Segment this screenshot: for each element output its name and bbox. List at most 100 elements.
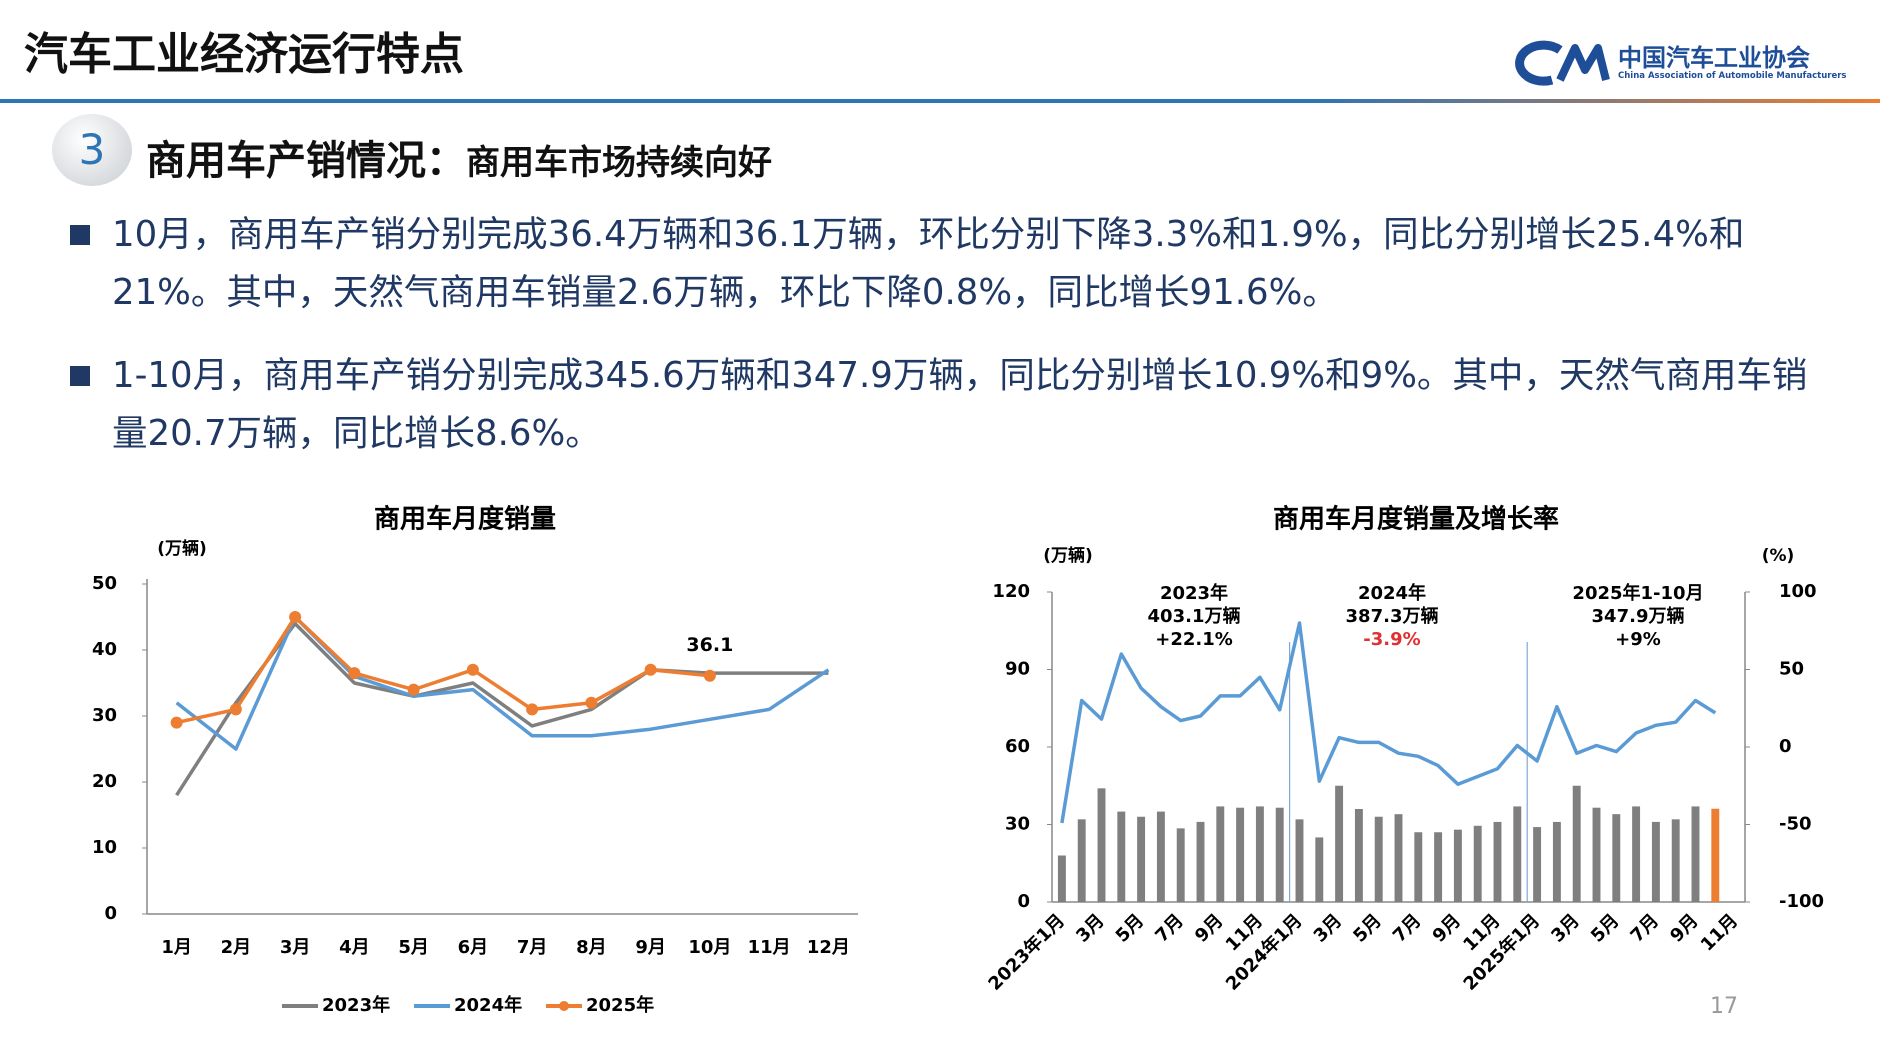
y-tick-label: 0: [104, 903, 117, 924]
bar: [1592, 807, 1601, 902]
bar: [1473, 825, 1482, 902]
y-tick-label: 20: [92, 771, 117, 792]
x-tick-label: 5月: [398, 937, 429, 958]
x-tick-label: 10月: [688, 937, 731, 958]
bar: [1295, 819, 1304, 902]
bar: [1612, 814, 1621, 902]
section-title: 商用车产销情况：商用车市场持续向好: [146, 128, 772, 186]
series-line: [175, 615, 830, 751]
y-tick-label: 30: [92, 705, 117, 726]
bar: [1493, 821, 1502, 902]
section-title-text: 商用车产销情况：: [146, 138, 466, 184]
point: [348, 667, 361, 680]
x-tick-label: 11月: [748, 937, 791, 958]
section-subtitle: 商用车市场持续向好: [466, 143, 772, 183]
annotation-title: 2024年: [1358, 582, 1426, 604]
bar: [1434, 832, 1443, 902]
x-tick-label: 7月: [1389, 910, 1425, 946]
point: [229, 703, 242, 716]
bar: [1374, 816, 1383, 902]
x-tick-label: 7月: [517, 937, 548, 958]
y-tick-label: 120: [992, 581, 1030, 602]
y-tick-label: 30: [1005, 814, 1030, 835]
y2-tick-label: -50: [1779, 814, 1812, 835]
page-title: 汽车工业经济运行特点: [24, 29, 464, 80]
y-axis-label: (万辆): [157, 538, 207, 559]
bar: [1513, 806, 1522, 902]
point: [703, 669, 716, 682]
bar: [1572, 785, 1581, 902]
x-tick-label: 3月: [280, 937, 311, 958]
legend-marker: [559, 1001, 569, 1011]
x-tick-label: 8月: [576, 937, 607, 958]
bar: [1117, 811, 1126, 902]
point: [526, 703, 539, 716]
x-tick-label: 6月: [458, 937, 489, 958]
point: [585, 696, 598, 709]
page-number: 17: [1710, 994, 1738, 1019]
x-tick-label: 5月: [1112, 910, 1148, 946]
bar: [1691, 806, 1700, 902]
x-tick-label: 7月: [1151, 910, 1187, 946]
header-rule: [0, 99, 1880, 103]
x-tick-label: 9月: [635, 937, 666, 958]
y-tick-label: 60: [1005, 736, 1030, 757]
bar: [1632, 806, 1641, 902]
y-tick-label: 0: [1017, 891, 1030, 912]
logo-m: [1556, 44, 1610, 82]
x-tick-label: 7月: [1627, 910, 1663, 946]
x-tick-label: 2023年1月: [984, 910, 1069, 995]
x-tick-label: 4月: [339, 937, 370, 958]
logo-c: [1515, 40, 1563, 86]
bar: [1216, 806, 1225, 902]
annotation-total: 387.3万辆: [1346, 605, 1439, 627]
y-tick-label: 90: [1005, 659, 1030, 680]
annotation-total: 403.1万辆: [1148, 605, 1241, 627]
annotation-growth: +9%: [1615, 629, 1661, 650]
bullet: 10月，商用车产销分别完成36.4万辆和36.1万辆，环比分别下降3.3%和1.…: [70, 206, 1820, 322]
bar: [1315, 837, 1324, 902]
bullet: 1-10月，商用车产销分别完成345.6万辆和347.9万辆，同比分别增长10.…: [70, 347, 1820, 463]
bar: [1176, 828, 1185, 902]
growth-line: [1060, 621, 1717, 824]
x-tick-label: 5月: [1349, 910, 1385, 946]
bar: [1137, 816, 1146, 902]
legend-label: 2024年: [454, 994, 522, 1016]
bar: [1414, 832, 1423, 902]
bar: [1156, 811, 1165, 902]
x-tick-label: 3月: [1072, 910, 1108, 946]
legend-label: 2025年: [586, 994, 654, 1016]
bar: [1354, 809, 1363, 902]
x-tick-label: 11月: [1697, 910, 1742, 955]
bar: [1097, 788, 1106, 902]
x-tick-label: 3月: [1310, 910, 1346, 946]
annotation-title: 2025年1-10月: [1572, 582, 1703, 604]
y-tick-label: 10: [92, 837, 117, 858]
point: [289, 611, 302, 623]
y-axis-label: (万辆): [1043, 545, 1093, 566]
annotation-total: 347.9万辆: [1592, 605, 1685, 627]
bar: [1552, 821, 1561, 902]
chart-title: 商用车月度销量: [374, 504, 556, 535]
bar: [1275, 807, 1284, 902]
bar: [1196, 821, 1205, 902]
data-label: 36.1: [686, 634, 733, 656]
point: [170, 716, 183, 729]
logo-mark: [1515, 40, 1610, 86]
x-tick-label: 3月: [1547, 910, 1583, 946]
logo-name: 中国汽车工业协会: [1618, 44, 1810, 72]
y2-tick-label: 100: [1779, 581, 1817, 602]
x-tick-label: 2月: [221, 937, 252, 958]
annotation-growth: -3.9%: [1363, 629, 1420, 650]
bar: [1236, 807, 1245, 902]
section-number: 3: [52, 114, 132, 186]
bar: [1453, 829, 1462, 902]
x-tick-label: 12月: [807, 937, 850, 958]
chart-title: 商用车月度销量及增长率: [1273, 504, 1559, 535]
bar: [1711, 808, 1720, 902]
bar: [1255, 806, 1264, 902]
bar: [1335, 785, 1344, 902]
x-tick-label: 5月: [1587, 910, 1623, 946]
